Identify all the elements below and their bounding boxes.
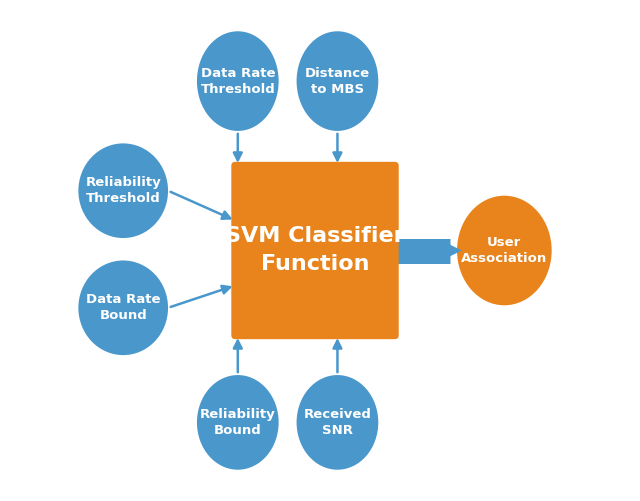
Text: Distance
to MBS: Distance to MBS [305, 67, 370, 96]
Ellipse shape [296, 31, 378, 131]
Text: Data Rate
Bound: Data Rate Bound [86, 293, 161, 322]
Text: Reliability
Bound: Reliability Bound [200, 408, 276, 437]
Ellipse shape [197, 31, 278, 131]
Ellipse shape [296, 375, 378, 470]
Ellipse shape [197, 375, 278, 470]
Ellipse shape [457, 196, 552, 305]
Text: Received
SNR: Received SNR [303, 408, 371, 437]
Text: SVM Classifier
Function: SVM Classifier Function [225, 226, 405, 275]
FancyBboxPatch shape [231, 162, 399, 339]
Text: User
Association: User Association [461, 236, 547, 265]
Ellipse shape [78, 261, 168, 355]
Text: Reliability
Threshold: Reliability Threshold [85, 176, 161, 205]
Ellipse shape [78, 143, 168, 238]
Text: Data Rate
Threshold: Data Rate Threshold [200, 67, 275, 96]
